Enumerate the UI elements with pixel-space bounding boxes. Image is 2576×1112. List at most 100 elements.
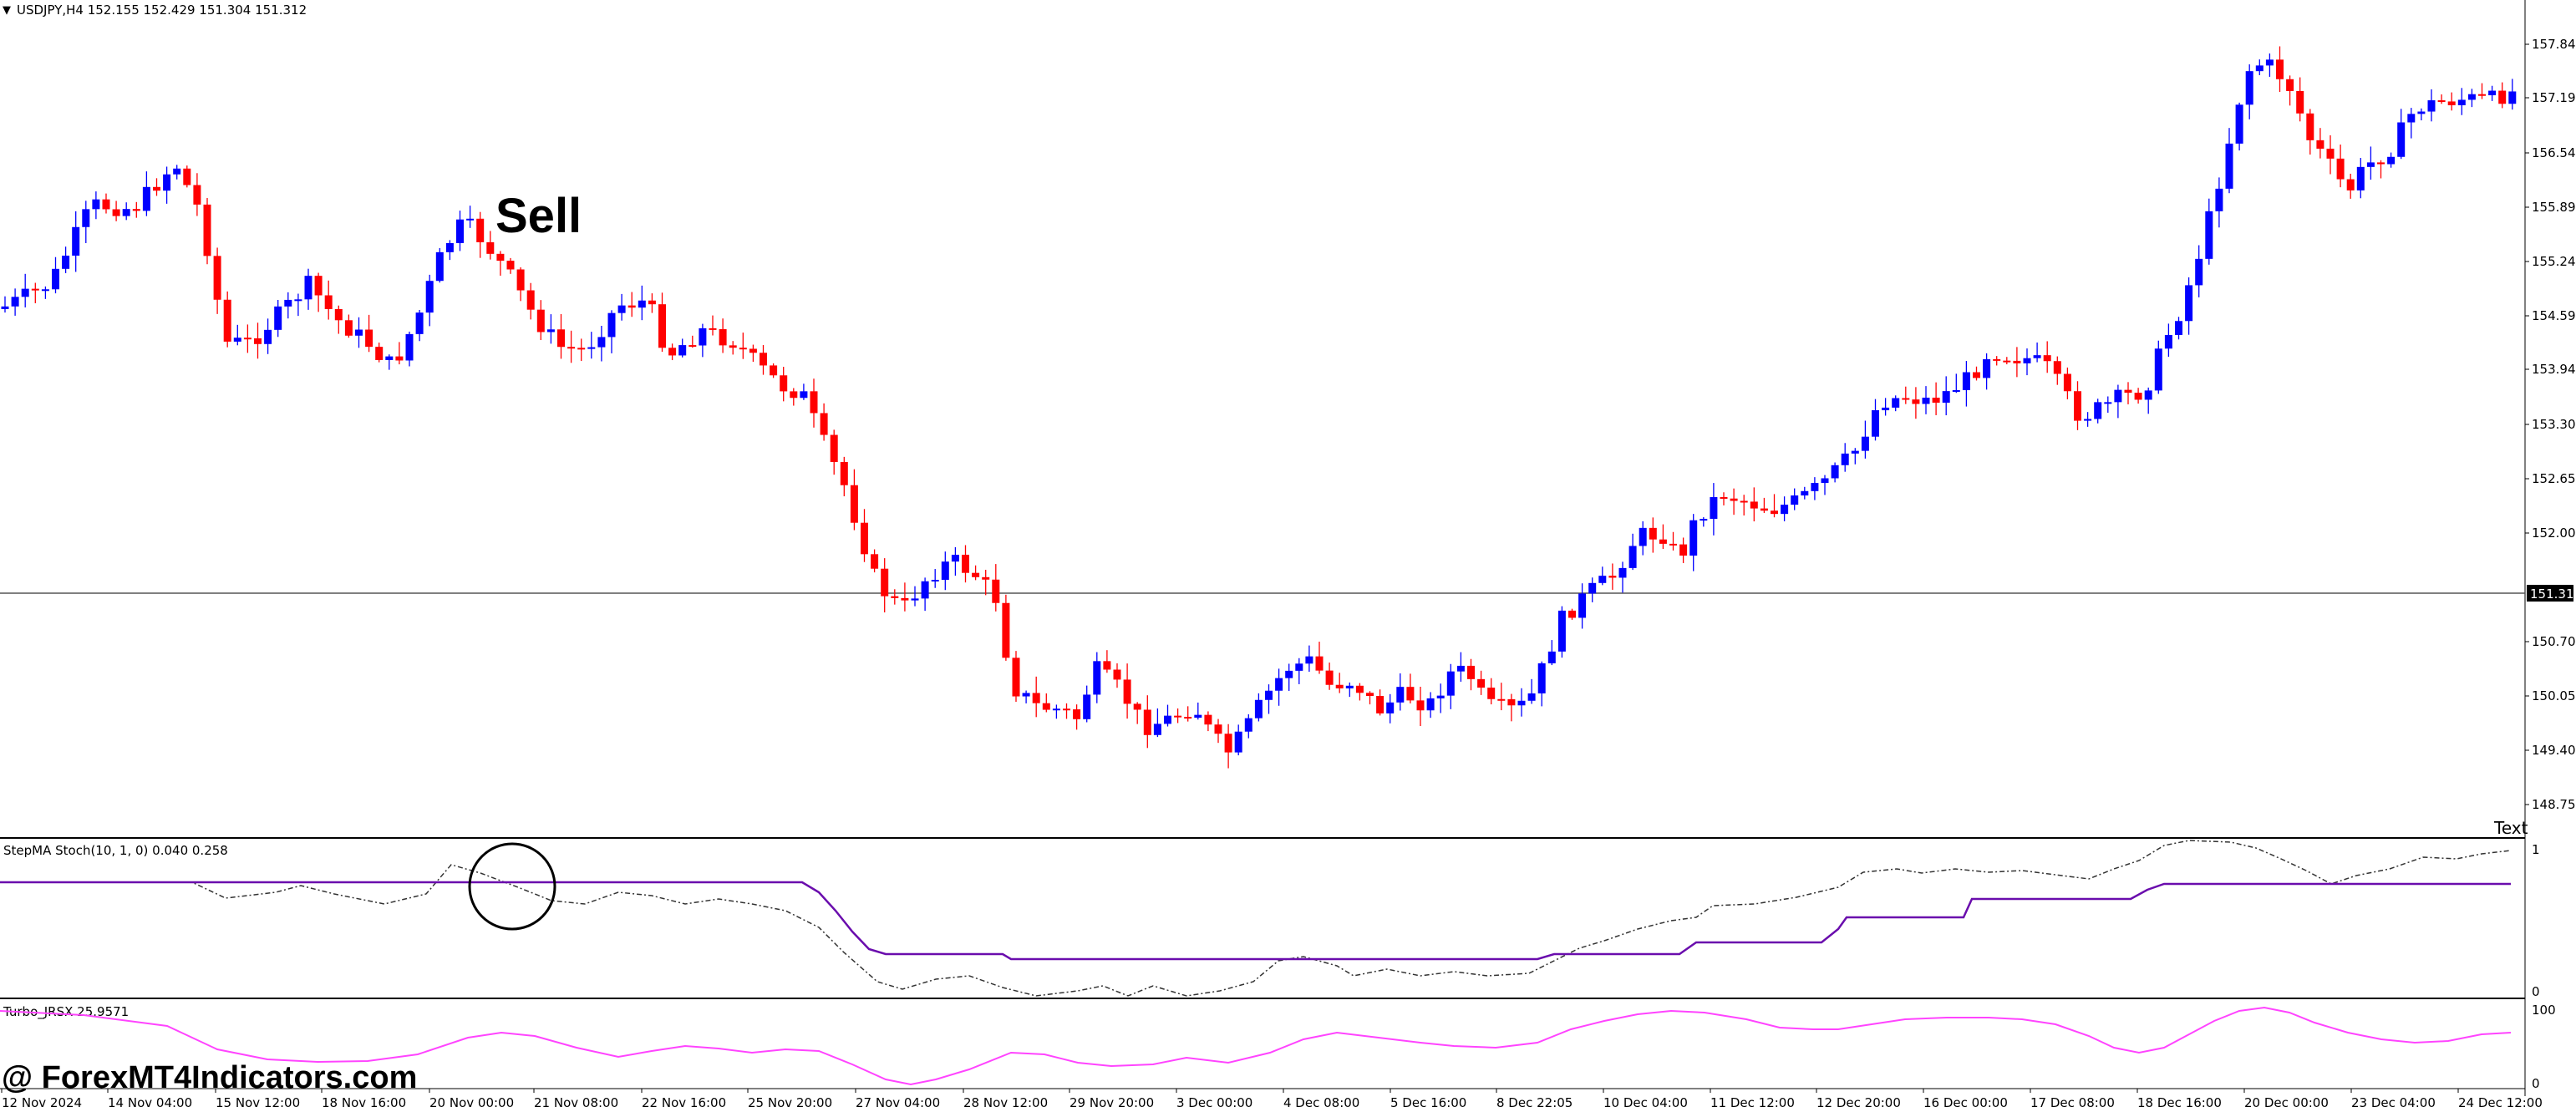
bull-candle <box>1882 407 1890 411</box>
bull-candle <box>435 251 444 282</box>
bull-candle <box>2164 334 2172 349</box>
bear-candle <box>1973 372 1980 378</box>
bull-candle <box>587 347 596 349</box>
bull-candle <box>2366 162 2375 167</box>
bull-candle <box>1456 665 1465 672</box>
bull-candle <box>264 329 272 344</box>
bull-candle <box>951 554 959 562</box>
stepma-line <box>0 881 2511 961</box>
bear-candle <box>344 320 353 336</box>
bear-candle <box>1993 358 2001 361</box>
bear-candle <box>1912 399 1920 404</box>
time-axis: 12 Nov 2024 14 Nov 04:00 15 Nov 12:00 18 No… <box>1 1089 2543 1110</box>
bull-candle <box>1922 397 1930 404</box>
bull-candle <box>1537 663 1546 693</box>
bull-candle <box>1598 576 1607 583</box>
symbol-info: USDJPY,H4 152.155 152.429 151.304 151.31… <box>17 3 307 18</box>
time-axis-label: 25 Nov 20:00 <box>748 1095 832 1110</box>
bull-candle <box>2144 390 2152 400</box>
bull-candle <box>163 174 171 191</box>
bull-candle <box>2185 285 2193 322</box>
bull-candle <box>2215 188 2223 211</box>
bull-candle <box>1942 391 1950 403</box>
bear-candle <box>1487 688 1496 699</box>
bear-candle <box>375 347 384 360</box>
time-axis-label: 12 Nov 2024 <box>2 1095 82 1110</box>
bull-candle <box>1022 693 1030 697</box>
bull-candle <box>1194 714 1202 718</box>
bull-candle <box>62 255 70 269</box>
bear-candle <box>972 572 980 577</box>
price-axis-label: 152.000 <box>2532 526 2576 541</box>
bear-candle <box>506 261 515 270</box>
bull-candle <box>122 209 130 216</box>
bull-candle <box>921 581 929 599</box>
bear-candle <box>850 485 858 523</box>
bull-candle <box>2417 111 2426 114</box>
price-axis-label: 157.195 <box>2532 90 2576 105</box>
bear-candle <box>1649 527 1657 540</box>
bull-candle <box>678 345 687 356</box>
bear-candle <box>2134 393 2142 400</box>
collapse-arrow-icon[interactable]: ▼ <box>3 4 11 17</box>
bear-candle <box>2316 140 2324 149</box>
bull-candle <box>1781 505 1789 515</box>
bear-candle <box>1467 665 1475 679</box>
time-axis-label: 14 Nov 04:00 <box>108 1095 192 1110</box>
price-axis-label: 152.650 <box>2532 471 2576 486</box>
bear-candle <box>820 413 828 435</box>
bull-candle <box>2427 100 2436 112</box>
bear-candle <box>1771 510 1778 515</box>
time-axis-label: 8 Dec 22:05 <box>1496 1095 1573 1110</box>
bull-candle <box>1892 398 1900 408</box>
bear-candle <box>627 305 636 308</box>
bear-candle <box>668 348 677 356</box>
bear-candle <box>1608 576 1617 578</box>
bear-candle <box>709 328 717 330</box>
bull-candle <box>1153 724 1161 735</box>
bull-candle <box>1841 453 1849 465</box>
bear-candle <box>1032 693 1040 703</box>
candlesticks <box>1 46 2517 769</box>
bull-candle <box>405 333 414 361</box>
bull-candle <box>1517 700 1526 706</box>
bull-candle <box>21 288 29 297</box>
bear-candle <box>830 434 838 462</box>
bear-candle <box>729 345 737 348</box>
bear-candle <box>962 554 969 573</box>
price-axis-label: 157.845 <box>2532 37 2576 52</box>
bear-candle <box>871 554 879 569</box>
bear-candle <box>1669 543 1677 546</box>
time-axis-label: 28 Nov 12:00 <box>963 1095 1048 1110</box>
bear-candle <box>1143 709 1151 735</box>
bear-candle <box>1659 539 1667 544</box>
bear-candle <box>2003 360 2011 363</box>
bear-candle <box>1184 717 1192 719</box>
current-price-label: 151.312 <box>2530 586 2576 602</box>
bear-candle <box>1679 544 1688 556</box>
bear-candle <box>891 596 899 598</box>
bear-candle <box>2326 148 2335 159</box>
bull-candle <box>607 312 616 338</box>
bull-candle <box>1700 519 1708 521</box>
bull-candle <box>425 281 434 313</box>
bull-candle <box>1446 671 1455 696</box>
bear-candle <box>2286 79 2294 91</box>
time-axis-label: 23 Dec 04:00 <box>2351 1095 2436 1110</box>
bear-candle <box>516 269 525 291</box>
bull-candle <box>1861 436 1869 451</box>
bear-candle <box>780 375 788 392</box>
bear-candle <box>2306 113 2314 140</box>
bear-candle <box>567 347 576 349</box>
bull-candle <box>1801 490 1809 496</box>
bear-candle <box>1740 500 1748 503</box>
bear-candle <box>992 579 1000 603</box>
bull-candle <box>2023 358 2031 363</box>
time-axis-label: 27 Nov 04:00 <box>856 1095 940 1110</box>
bull-candle <box>1557 610 1566 652</box>
bear-candle <box>1416 700 1425 711</box>
bear-candle <box>486 241 495 254</box>
indicator1-axis-bottom: 0 <box>2532 984 2540 999</box>
